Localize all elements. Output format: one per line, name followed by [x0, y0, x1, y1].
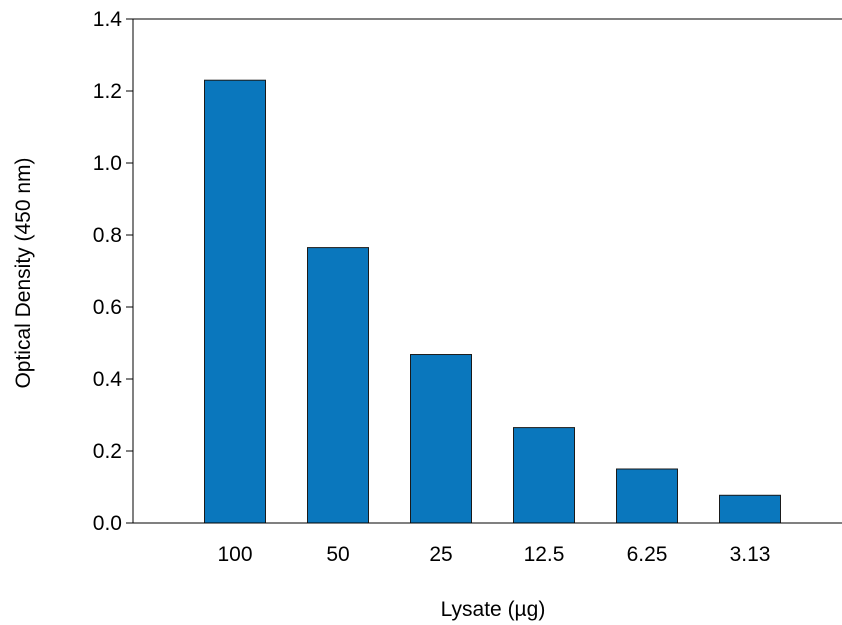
y-tick-label: 1.0 [93, 152, 122, 175]
x-axis-ticks: 100 50 25 12.5 6.25 3.13 [217, 543, 770, 566]
bar-series [204, 79, 781, 524]
x-tick-label: 6.25 [627, 543, 668, 566]
bar [719, 494, 781, 524]
x-axis-title: Lysate (µg) [441, 598, 546, 621]
y-axis-ticks: 0.0 0.2 0.4 0.6 0.8 1.0 1.2 1.4 [93, 8, 133, 535]
y-tick-label: 0.0 [93, 512, 122, 535]
bar [307, 247, 369, 524]
y-tick-label: 1.2 [93, 80, 122, 103]
y-tick-label: 0.4 [93, 368, 123, 391]
bar [204, 79, 266, 524]
y-tick-label: 1.4 [93, 8, 123, 31]
y-axis-title: Optical Density (450 nm) [12, 157, 35, 388]
x-tick-label: 3.13 [730, 543, 771, 566]
y-tick-label: 0.8 [93, 224, 122, 247]
y-tick-label: 0.6 [93, 296, 122, 319]
y-tick-label: 0.2 [93, 440, 122, 463]
bar [513, 427, 575, 524]
bar [616, 468, 678, 524]
x-tick-label: 50 [326, 543, 349, 566]
bar [410, 354, 472, 524]
x-tick-label: 25 [429, 543, 452, 566]
x-tick-label: 12.5 [524, 543, 565, 566]
x-tick-label: 100 [217, 543, 252, 566]
